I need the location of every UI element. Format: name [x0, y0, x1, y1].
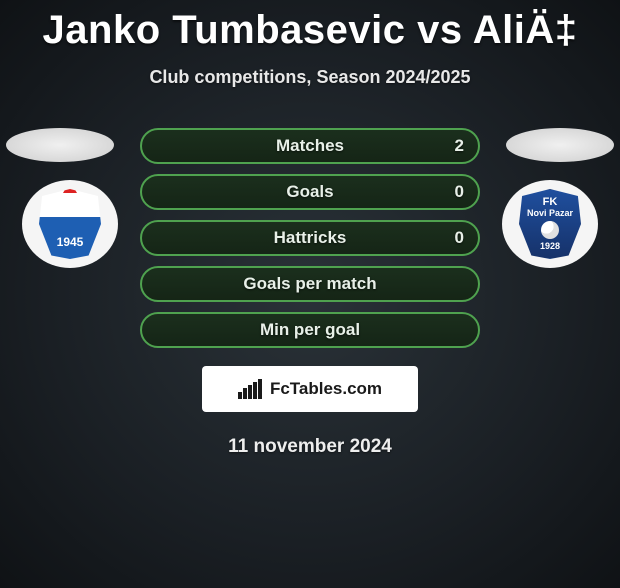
stat-label: Hattricks [274, 228, 347, 248]
stat-row-goals: Goals 0 [140, 174, 480, 210]
bar-chart-icon [238, 379, 264, 399]
page-subtitle: Club competitions, Season 2024/2025 [0, 67, 620, 88]
stat-label: Min per goal [260, 320, 360, 340]
stats-list: Matches 2 Goals 0 Hattricks 0 Goals per … [0, 128, 620, 348]
stat-label: Matches [276, 136, 344, 156]
stat-value-right: 0 [455, 228, 464, 248]
stat-label: Goals [286, 182, 333, 202]
footer-date: 11 november 2024 [0, 436, 620, 458]
page-title: Janko Tumbasevic vs AliÄ‡ [0, 8, 620, 53]
stat-row-goals-per-match: Goals per match [140, 266, 480, 302]
stat-value-right: 2 [455, 136, 464, 156]
stat-row-hattricks: Hattricks 0 [140, 220, 480, 256]
watermark: FcTables.com [202, 366, 418, 412]
stat-row-min-per-goal: Min per goal [140, 312, 480, 348]
watermark-text: FcTables.com [270, 379, 382, 399]
stat-label: Goals per match [243, 274, 376, 294]
stat-row-matches: Matches 2 [140, 128, 480, 164]
stat-value-right: 0 [455, 182, 464, 202]
